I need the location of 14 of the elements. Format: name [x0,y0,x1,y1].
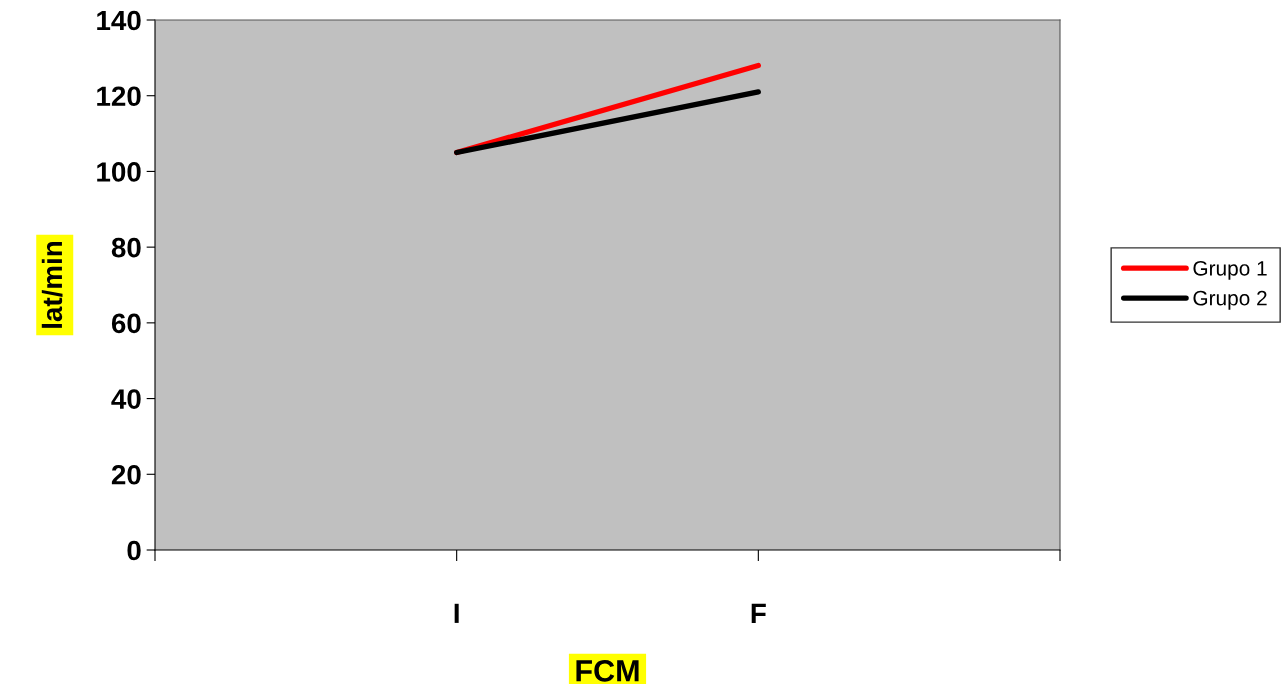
y-tick-label: 0 [127,540,141,561]
x-tick-label: F [751,603,766,623]
y-axis-title: lat/min [41,241,63,328]
y-tick-label: 140 [97,10,141,31]
y-tick-label: 20 [111,464,141,485]
y-tick-label: 80 [111,237,141,258]
legend-label: Grupo 2 [1193,290,1267,310]
y-tick-label: 100 [97,162,141,182]
x-tick-label: I [454,603,459,623]
legend-label: Grupo 1 [1193,260,1267,280]
y-tick-label: 40 [111,389,141,409]
y-tick-label: 120 [97,86,141,107]
x-axis-title: FCM [576,660,639,682]
y-tick-label: 60 [111,313,141,334]
